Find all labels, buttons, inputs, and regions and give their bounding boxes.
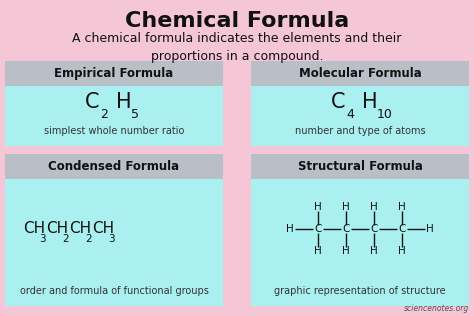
Text: C: C [85,92,99,112]
FancyBboxPatch shape [5,86,223,146]
FancyBboxPatch shape [251,86,469,146]
Text: Chemical Formula: Chemical Formula [125,11,349,31]
Text: CH: CH [23,221,45,236]
Text: 4: 4 [346,108,354,121]
FancyBboxPatch shape [251,179,469,306]
Text: simplest whole number ratio: simplest whole number ratio [44,126,184,136]
Text: C: C [398,223,406,234]
Text: C: C [314,223,322,234]
Text: number and type of atoms: number and type of atoms [295,126,425,136]
Text: Molecular Formula: Molecular Formula [299,67,421,80]
FancyBboxPatch shape [5,154,223,179]
Text: C: C [331,92,345,112]
Text: graphic representation of structure: graphic representation of structure [274,286,446,296]
Text: H: H [362,92,378,112]
Text: H: H [342,246,350,256]
Text: H: H [342,202,350,211]
Text: A chemical formula indicates the elements and their
proportions in a compound.: A chemical formula indicates the element… [73,32,401,63]
FancyBboxPatch shape [251,61,469,86]
Text: C: C [370,223,378,234]
Text: H: H [370,246,378,256]
Text: 10: 10 [377,108,393,121]
Text: H: H [286,223,294,234]
Text: H: H [314,246,322,256]
Text: 3: 3 [39,234,46,244]
Text: CH: CH [92,221,114,236]
Text: H: H [398,246,406,256]
Text: H: H [116,92,132,112]
Text: Empirical Formula: Empirical Formula [55,67,173,80]
FancyBboxPatch shape [251,154,469,179]
Text: Structural Formula: Structural Formula [298,160,422,173]
FancyBboxPatch shape [5,179,223,306]
Text: 2: 2 [62,234,69,244]
Text: Condensed Formula: Condensed Formula [48,160,180,173]
Text: sciencenotes.org: sciencenotes.org [404,304,469,313]
Text: H: H [370,202,378,211]
FancyBboxPatch shape [5,61,223,86]
Text: CH: CH [69,221,91,236]
Text: 3: 3 [108,234,115,244]
Text: 2: 2 [100,108,108,121]
Text: C: C [342,223,350,234]
Text: 2: 2 [85,234,91,244]
Text: H: H [314,202,322,211]
Text: CH: CH [46,221,68,236]
Text: 5: 5 [131,108,139,121]
Text: H: H [398,202,406,211]
Text: order and formula of functional groups: order and formula of functional groups [19,286,209,296]
Text: H: H [426,223,434,234]
